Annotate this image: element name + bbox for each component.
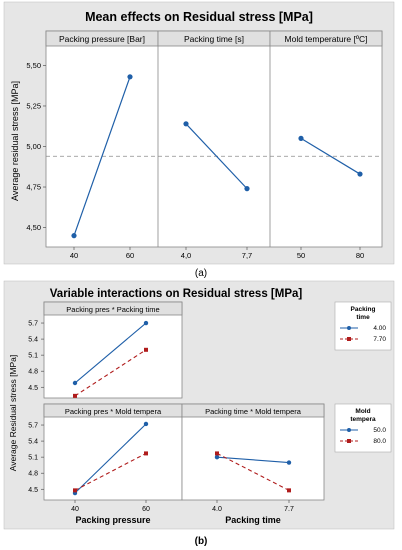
x-tick-label: 40 (71, 506, 79, 513)
legend-title: time (356, 314, 370, 321)
series-point-4.00 (72, 380, 78, 386)
panel-b3-header (181, 403, 325, 418)
series-point-50.0 (143, 421, 149, 427)
series-line-4.00 (74, 322, 147, 384)
y-tick-label: 5.7 (28, 423, 38, 430)
figure-a: Mean effects on Residual stress [MPa] Av… (3, 1, 395, 265)
series-point-7.70 (73, 393, 77, 398)
panel-b3-header-text: Packing time * Mold tempera (205, 407, 302, 416)
panel-a3-header-text: Mold temperature [ºC] (285, 34, 368, 44)
y-tick-label: 4,50 (26, 223, 41, 232)
panel-a2-header-text: Packing time [s] (184, 34, 244, 44)
panel-b3-plot (181, 403, 325, 501)
main-effect-point (127, 74, 133, 80)
legend-title: tempera (350, 416, 376, 423)
main-effect-point (71, 233, 77, 239)
y-tick-label: 5,00 (26, 142, 41, 151)
main-effect-point (357, 171, 363, 177)
y-tick-label: 5.1 (28, 455, 38, 462)
x-tick-label: 80 (356, 251, 364, 260)
series-line-50.0 (216, 456, 290, 464)
y-tick-label: 5,25 (26, 101, 41, 110)
series-line-50.0 (74, 423, 147, 494)
series-point-80.0 (73, 488, 77, 493)
y-tick-label: 5.4 (28, 337, 38, 344)
series-point-80.0 (287, 488, 291, 493)
main-effect-point (244, 186, 250, 192)
x-tick-label: 60 (142, 506, 150, 513)
panel-b1-plot (43, 301, 183, 399)
legend-entry: 7.70 (373, 336, 386, 343)
figure-b: Variable interactions on Residual stress… (3, 280, 395, 530)
figure-b-ylabel: Average Residual stress [MPa] (8, 355, 18, 472)
series-line-80.0 (74, 452, 147, 491)
panel-a3-header (269, 30, 383, 47)
main-effect-series (71, 74, 363, 239)
legend-entry: 80.0 (373, 438, 386, 445)
legend-entry: 4.00 (373, 325, 386, 332)
main-effect-point (298, 135, 304, 141)
x-tick-label: 7,7 (242, 251, 252, 260)
caption-a: (a) (195, 268, 207, 279)
figure-a-plot-area (45, 30, 383, 248)
y-tick-label: 4.8 (28, 471, 38, 478)
legend-packing-time: Packing time 4.00 7.70 (334, 301, 392, 351)
series-point-4.00 (143, 320, 149, 326)
y-tick-label: 5,50 (26, 61, 41, 70)
series-point-50.0 (214, 454, 220, 460)
y-tick-label: 4,75 (26, 183, 41, 192)
x-axis-label-pressure: Packing pressure (75, 515, 150, 525)
figure-a-ylabel: Average residual stress [MPa] (10, 81, 20, 201)
legend-box (334, 403, 392, 453)
figure-b-title: Variable interactions on Residual stress… (50, 288, 303, 300)
x-tick-label: 40 (70, 251, 78, 260)
series-point-7.70 (144, 347, 148, 352)
interaction-series (72, 320, 292, 496)
legend-title: Packing (351, 306, 376, 313)
y-tick-label: 5.4 (28, 439, 38, 446)
legend-marker (347, 428, 351, 432)
legend-entry: 50.0 (373, 427, 386, 434)
legend-mold-temperature: Mold tempera 50.0 80.0 (334, 403, 392, 453)
legend-marker (347, 326, 351, 330)
x-tick-label: 4.0 (212, 506, 222, 513)
panel-b2-header-text: Packing pres * Mold tempera (65, 407, 162, 416)
x-tick-label: 50 (297, 251, 305, 260)
legend-title: Mold (355, 408, 370, 415)
series-point-80.0 (215, 451, 219, 456)
panel-a1-header-text: Packing pressure [Bar] (59, 34, 145, 44)
panel-b1-header-text: Packing pres * Packing time (66, 305, 159, 314)
x-axis-label-time: Packing time (225, 515, 281, 525)
x-tick-label: 4,0 (181, 251, 191, 260)
main-effect-line-time (185, 123, 248, 190)
series-point-50.0 (286, 460, 292, 465)
main-effect-line-temperature (300, 137, 361, 175)
y-tick-label: 5.7 (28, 321, 38, 328)
series-point-80.0 (144, 451, 148, 456)
figure-a-title: Mean effects on Residual stress [MPa] (85, 10, 313, 24)
figure-a-y-axis: 4,50 4,75 5,00 5,25 5,50 (26, 61, 46, 232)
y-tick-label: 4.5 (28, 385, 38, 392)
x-tick-label: 7.7 (284, 506, 294, 513)
panel-b2-plot (43, 403, 183, 501)
main-effect-point (183, 121, 189, 127)
panel-b1-header (43, 301, 183, 316)
series-line-7.70 (74, 349, 147, 397)
y-tick-label: 5.1 (28, 353, 38, 360)
x-tick-label: 60 (126, 251, 134, 260)
y-tick-label: 4.5 (28, 487, 38, 494)
figure-b-y-axis: 4.5 4.8 5.1 5.4 5.7 4.5 4.8 5.1 5.4 5.7 (28, 321, 44, 494)
legend-box (334, 301, 392, 351)
y-tick-label: 4.8 (28, 369, 38, 376)
legend-marker (347, 337, 351, 341)
legend-marker (347, 439, 351, 443)
caption-b: (b) (195, 536, 208, 547)
main-effect-line-pressure (73, 76, 131, 236)
